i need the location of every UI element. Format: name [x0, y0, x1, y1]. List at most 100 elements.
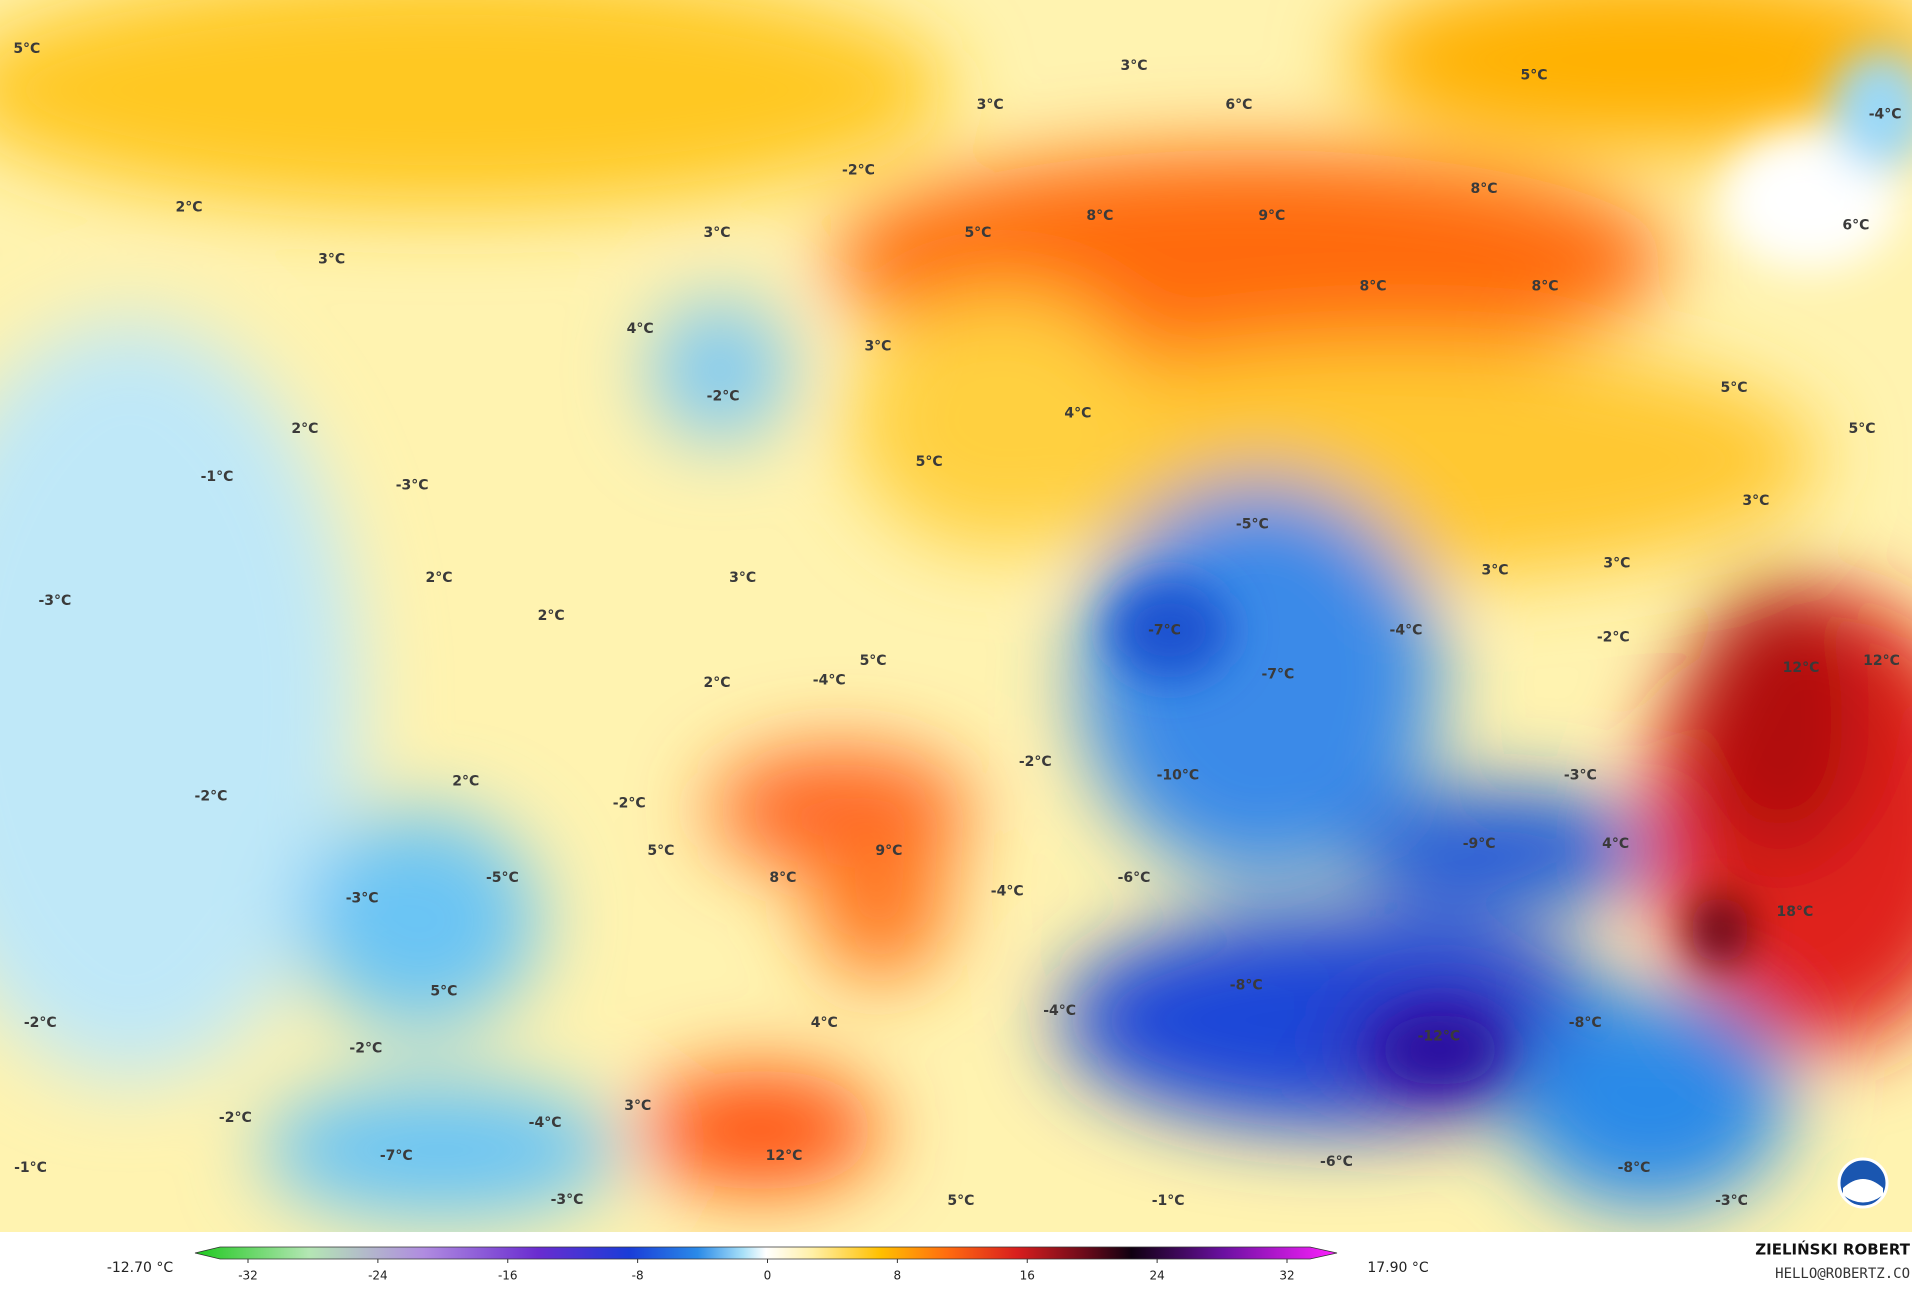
temperature-label: 4°C: [1064, 405, 1091, 421]
temperature-label: -2°C: [707, 388, 740, 404]
colorbar-tick-label: -8: [632, 1269, 644, 1283]
temperature-label: -4°C: [813, 672, 846, 688]
legend-strip: [0, 1232, 1912, 1287]
temperature-label: -2°C: [349, 1041, 382, 1057]
temperature-label: 2°C: [452, 774, 479, 790]
temperature-label: -2°C: [195, 788, 228, 804]
colorbar: [194, 1246, 1338, 1260]
temperature-label: -4°C: [991, 883, 1024, 899]
colorbar-tick-label: 24: [1149, 1269, 1164, 1283]
colorbar-tick-label: -32: [238, 1269, 258, 1283]
labels: 5°C 2°C 3°C 2°C -1°C -3°C 2°C 2°C -3°C -2°C 2°C -2°…: [13, 41, 1901, 1209]
temperature-label: -2°C: [24, 1015, 57, 1031]
temperature-label: -4°C: [1869, 107, 1902, 123]
temperature-label: -12°C: [1418, 1028, 1461, 1044]
temperature-label: 2°C: [538, 608, 565, 624]
temperature-label: -2°C: [1019, 754, 1052, 770]
temperature-label: 2°C: [425, 570, 452, 586]
noaa-logo: [1837, 1157, 1889, 1209]
temperature-label: 8°C: [1360, 279, 1387, 295]
temperature-label: 12°C: [1863, 653, 1900, 669]
colorbar-tick-label: -16: [498, 1269, 518, 1283]
temperature-label: -3°C: [396, 477, 429, 493]
temperature-label: -3°C: [38, 593, 71, 609]
temperature-label: 3°C: [729, 570, 756, 586]
temperature-label: 5°C: [860, 653, 887, 669]
temperature-label: -3°C: [346, 891, 379, 907]
temperature-label: -6°C: [1118, 870, 1151, 886]
temperature-label: -2°C: [842, 163, 875, 179]
temperature-label: 12°C: [766, 1148, 803, 1164]
temperature-label: -5°C: [486, 870, 519, 886]
temperature-label: 3°C: [1481, 563, 1508, 579]
temperature-label: -8°C: [1569, 1015, 1602, 1031]
temperature-label: 9°C: [875, 843, 902, 859]
temperature-label: -2°C: [613, 796, 646, 812]
temperature-label: -3°C: [1715, 1193, 1748, 1209]
temperature-label: 6°C: [1842, 218, 1869, 234]
temperature-label: 2°C: [175, 199, 202, 215]
temperature-label: -2°C: [1597, 630, 1630, 646]
temperature-label: -6°C: [1320, 1154, 1353, 1170]
colorbar-tick-label: -24: [368, 1269, 388, 1283]
credit-contact: HELLO@ROBERTZ.CO: [1775, 1266, 1910, 1282]
credit-name: ZIELIŃSKI ROBERT: [1755, 1240, 1910, 1259]
temperature-label: -3°C: [551, 1192, 584, 1208]
temperature-label: -5°C: [1236, 516, 1269, 532]
temperature-label: 3°C: [977, 97, 1004, 113]
temperature-label: 8°C: [1086, 208, 1113, 224]
temperature-label: -7°C: [1148, 622, 1181, 638]
temperature-label: 12°C: [1783, 660, 1820, 676]
colorbar-tick-label: 16: [1020, 1269, 1035, 1283]
temperature-label: 8°C: [1531, 279, 1558, 295]
temperature-label: 5°C: [1848, 421, 1875, 437]
temperature-label: 5°C: [916, 454, 943, 470]
temperature-field: [0, 0, 1912, 1232]
temperature-label: 3°C: [864, 338, 891, 354]
temperature-label: 2°C: [291, 421, 318, 437]
temperature-label: -4°C: [1390, 622, 1423, 638]
temperature-label: 4°C: [811, 1015, 838, 1031]
temperature-label: -1°C: [14, 1160, 47, 1176]
temperature-label: 5°C: [1720, 380, 1747, 396]
temperature-label: 5°C: [947, 1193, 974, 1209]
temperature-label: -4°C: [1043, 1003, 1076, 1019]
max-label: 17.90 °C: [1367, 1260, 1429, 1276]
temperature-label: -9°C: [1463, 836, 1496, 852]
temperature-label: -1°C: [201, 469, 234, 485]
temperature-label: -4°C: [529, 1115, 562, 1131]
temperature-label: 3°C: [1121, 58, 1148, 74]
temperature-label: 8°C: [769, 870, 796, 886]
temperature-label: -8°C: [1618, 1160, 1651, 1176]
temperature-label: 9°C: [1258, 208, 1285, 224]
temperature-label: 3°C: [318, 252, 345, 268]
temperature-label: -8°C: [1230, 977, 1263, 993]
temperature-label: 3°C: [624, 1098, 651, 1114]
temperature-label: 5°C: [13, 41, 40, 57]
colorbar-ticks: -32 -24 -16 -8 0 8 16 24 32: [238, 1259, 1295, 1283]
temperature-label: 5°C: [964, 225, 991, 241]
temperature-label: 18°C: [1777, 904, 1814, 920]
temperature-label: 3°C: [703, 225, 730, 241]
temperature-label: 4°C: [1602, 836, 1629, 852]
temperature-label: -3°C: [1564, 768, 1597, 784]
colorbar-tick-label: 8: [894, 1269, 902, 1283]
temperature-label: 3°C: [1742, 493, 1769, 509]
temperature-label: 4°C: [627, 321, 654, 337]
min-label: -12.70 °C: [107, 1260, 174, 1276]
colorbar-tick-label: 0: [764, 1269, 772, 1283]
temperature-label: 5°C: [647, 843, 674, 859]
temperature-label: 3°C: [1603, 555, 1630, 571]
temperature-label: 8°C: [1470, 181, 1497, 197]
temperature-label: -2°C: [219, 1110, 252, 1126]
temperature-label: -1°C: [1152, 1193, 1185, 1209]
temperature-label: -7°C: [1262, 666, 1295, 682]
temperature-label: 5°C: [430, 983, 457, 999]
temperature-label: 2°C: [703, 675, 730, 691]
temperature-label: 5°C: [1520, 68, 1547, 84]
temperature-label: -7°C: [380, 1148, 413, 1164]
colorbar-tick-label: 32: [1279, 1269, 1294, 1283]
temperature-label: -10°C: [1157, 768, 1200, 784]
